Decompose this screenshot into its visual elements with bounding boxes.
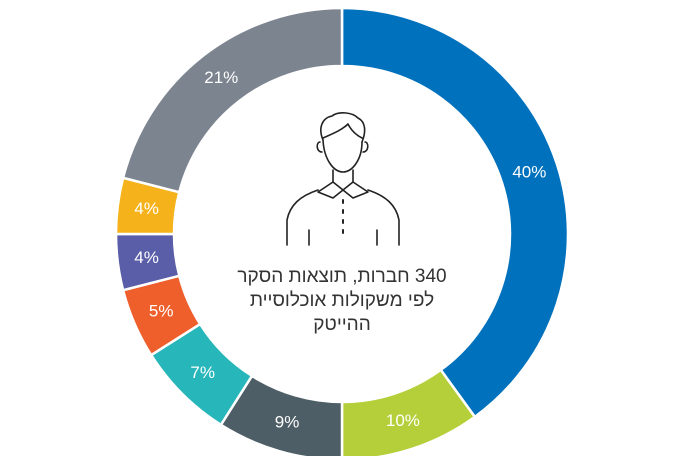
donut-segment [340,6,570,419]
value-label: 21% [204,68,238,87]
center-text: 340 חברות, תוצאות הסקר לפי משקולות אוכלוס… [237,266,446,335]
center-line: לפי משקולות אוכלוסיית [250,290,434,311]
person-icon [286,112,400,246]
value-label: 5% [149,302,174,321]
value-label: 40% [512,163,546,182]
donut-segment [340,368,477,456]
center-line: ההייטק [313,314,371,335]
value-label: 10% [386,411,420,430]
donut-segment [121,6,344,194]
value-label: 4% [134,248,159,267]
center-line: 340 חברות, תוצאות הסקר [237,266,446,287]
value-label: 4% [134,199,159,218]
value-label: 7% [190,363,215,382]
value-label: 9% [275,413,300,432]
